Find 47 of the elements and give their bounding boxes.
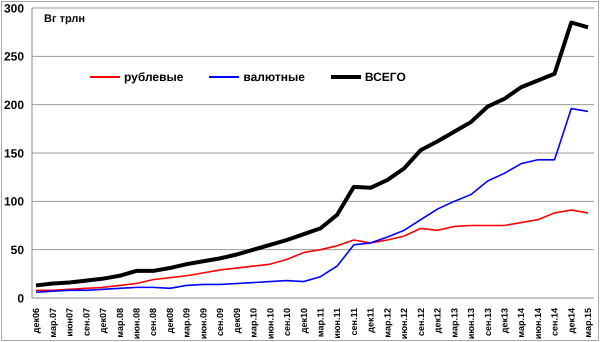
y-tick-label: 200 <box>4 98 24 112</box>
x-tick-label: дек06 <box>31 308 42 334</box>
x-tick-label: дек12 <box>432 308 443 334</box>
x-tick-label: мар.07 <box>48 308 58 338</box>
x-tick-label: сен.08 <box>148 308 158 336</box>
y-tick-label: 300 <box>4 1 24 16</box>
x-tick-label: дек07 <box>98 308 108 334</box>
x-tick-label: сен.12 <box>416 308 426 336</box>
y-tick-label: 150 <box>4 146 24 160</box>
x-tick-label: мар.13 <box>449 308 460 338</box>
x-tick-label: мар.10 <box>248 308 259 338</box>
y-tick-label: 100 <box>4 194 24 209</box>
x-tick-label: мар.08 <box>114 308 125 338</box>
x-tick-label: сен.09 <box>215 308 226 336</box>
x-tick-label: июн.10 <box>265 308 276 340</box>
y-axis-title: Вг трлн <box>44 12 86 25</box>
x-tick-label: дек14 <box>566 308 576 334</box>
x-tick-label: мар.09 <box>182 308 192 338</box>
x-tick-label: дек08 <box>164 308 175 334</box>
legend-label: ВСЕГО <box>364 70 406 84</box>
x-tick-label: дек13 <box>500 308 510 334</box>
y-tick-label: 0 <box>17 291 24 306</box>
line-series <box>35 108 589 293</box>
legend-label: рублевые <box>124 70 184 84</box>
x-tick-label: мар.14 <box>516 308 526 338</box>
x-tick-label: июн.13 <box>466 308 476 340</box>
x-tick-label: июн.14 <box>532 308 543 340</box>
x-tick-label: мар.12 <box>382 308 392 338</box>
x-tick-label: сен.11 <box>348 308 359 336</box>
x-tick-label: сен.10 <box>282 308 292 336</box>
x-tick-label: дек09 <box>232 308 242 334</box>
x-tick-label: мар.15 <box>583 308 594 338</box>
x-tick-label: сен.14 <box>550 308 560 336</box>
x-tick-label: дек10 <box>298 308 309 334</box>
y-tick-label: 50 <box>10 242 24 257</box>
x-tick-label: дек11 <box>366 308 376 333</box>
y-tick-label: 250 <box>4 50 24 64</box>
x-tick-label: сен.13 <box>482 308 493 336</box>
x-tick-label: июн.12 <box>399 308 410 340</box>
line-series <box>35 209 589 292</box>
x-tick-label: июн.11 <box>332 308 342 339</box>
x-tick-label: июн07 <box>64 308 75 337</box>
x-tick-label: мар.11 <box>316 308 326 338</box>
legend-label: валютные <box>243 70 305 84</box>
x-tick-label: июн.08 <box>132 308 142 340</box>
x-tick-label: июн.09 <box>198 308 208 340</box>
x-tick-label: сен.07 <box>81 308 92 336</box>
